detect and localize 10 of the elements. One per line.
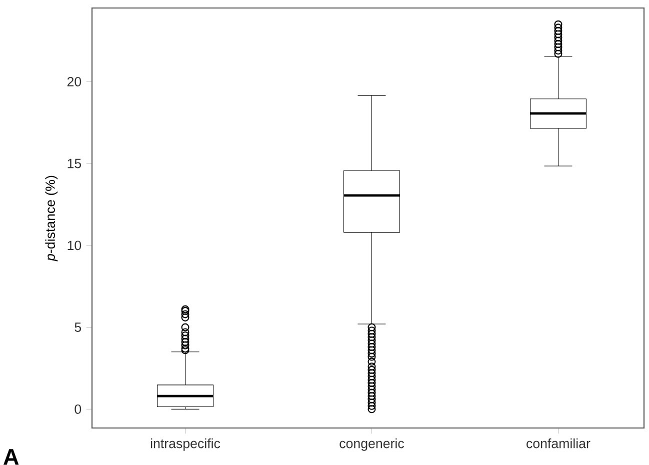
y-tick-label: 20 — [67, 76, 82, 86]
y-tick-label: 0 — [74, 404, 82, 414]
x-tick-label: confamiliar — [526, 438, 590, 448]
x-tick-label: congeneric — [340, 438, 404, 451]
y-axis-title: p-distance (%) — [45, 176, 58, 262]
y-tick-label: 5 — [74, 322, 82, 332]
y-tick-label: 10 — [68, 240, 82, 250]
x-tick-label: intraspecific — [150, 438, 220, 451]
text: A — [4, 449, 19, 465]
y-tick-label: 15 — [68, 158, 82, 168]
